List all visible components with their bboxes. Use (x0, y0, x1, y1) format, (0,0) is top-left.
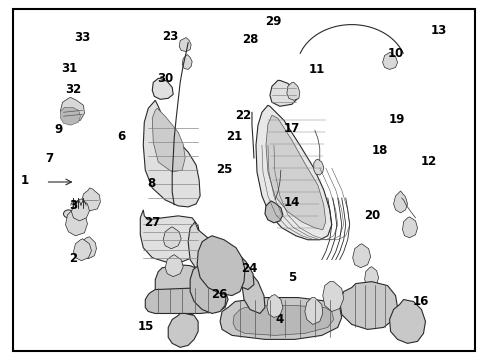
Ellipse shape (63, 210, 73, 218)
Polygon shape (155, 265, 208, 315)
Text: 32: 32 (64, 83, 81, 96)
Text: 21: 21 (226, 130, 243, 144)
Polygon shape (233, 306, 333, 336)
Polygon shape (255, 105, 331, 240)
Polygon shape (220, 298, 341, 339)
Text: 33: 33 (74, 31, 91, 44)
Polygon shape (71, 199, 89, 221)
Polygon shape (179, 37, 191, 51)
Polygon shape (304, 298, 322, 324)
Text: 22: 22 (235, 109, 251, 122)
Polygon shape (81, 237, 96, 259)
Text: 3: 3 (69, 199, 77, 212)
Text: 15: 15 (138, 320, 154, 333)
Text: 9: 9 (54, 123, 62, 136)
Polygon shape (65, 209, 87, 236)
Polygon shape (152, 108, 185, 172)
Polygon shape (265, 115, 325, 230)
Text: 20: 20 (364, 209, 380, 222)
Text: 31: 31 (61, 62, 77, 75)
Text: 2: 2 (69, 252, 77, 265)
Text: 28: 28 (242, 33, 258, 46)
Polygon shape (182, 54, 192, 69)
Polygon shape (81, 188, 100, 211)
Polygon shape (269, 80, 297, 106)
Text: 23: 23 (162, 30, 178, 43)
Text: 25: 25 (215, 163, 232, 176)
Polygon shape (352, 244, 370, 268)
Polygon shape (143, 100, 200, 207)
Polygon shape (152, 78, 173, 99)
Polygon shape (313, 159, 323, 175)
Polygon shape (242, 270, 264, 314)
Ellipse shape (71, 214, 81, 222)
Polygon shape (61, 97, 84, 122)
Polygon shape (322, 282, 343, 311)
Polygon shape (165, 255, 183, 276)
Text: 7: 7 (45, 152, 53, 165)
Polygon shape (61, 107, 81, 125)
Polygon shape (188, 222, 220, 278)
Text: 4: 4 (275, 312, 283, 326)
Text: 18: 18 (371, 144, 387, 157)
Text: 5: 5 (287, 271, 296, 284)
Text: 19: 19 (387, 113, 404, 126)
Text: 11: 11 (308, 63, 324, 76)
Text: 10: 10 (387, 47, 403, 60)
Text: 13: 13 (429, 24, 446, 37)
Text: 26: 26 (210, 288, 227, 301)
Polygon shape (229, 252, 253, 289)
Text: 17: 17 (284, 122, 300, 135)
Polygon shape (264, 201, 283, 223)
Polygon shape (339, 282, 397, 329)
Polygon shape (197, 236, 244, 296)
Polygon shape (393, 191, 407, 213)
Text: 12: 12 (420, 155, 436, 168)
Polygon shape (140, 210, 200, 263)
Text: 29: 29 (265, 15, 282, 28)
Text: 30: 30 (157, 72, 173, 85)
Polygon shape (389, 300, 425, 343)
Polygon shape (364, 267, 378, 288)
Polygon shape (382, 53, 397, 69)
Text: 14: 14 (284, 196, 300, 209)
Polygon shape (266, 294, 283, 318)
Polygon shape (145, 288, 227, 314)
Polygon shape (286, 82, 299, 100)
Polygon shape (402, 217, 417, 238)
Text: 24: 24 (241, 262, 257, 275)
Polygon shape (163, 227, 181, 249)
Text: 6: 6 (117, 130, 125, 143)
Text: 8: 8 (147, 177, 156, 190)
Text: 27: 27 (143, 216, 160, 229)
Text: 16: 16 (412, 296, 428, 309)
Polygon shape (168, 314, 198, 347)
Polygon shape (190, 264, 225, 314)
Polygon shape (73, 239, 91, 261)
Text: 1: 1 (21, 174, 29, 186)
